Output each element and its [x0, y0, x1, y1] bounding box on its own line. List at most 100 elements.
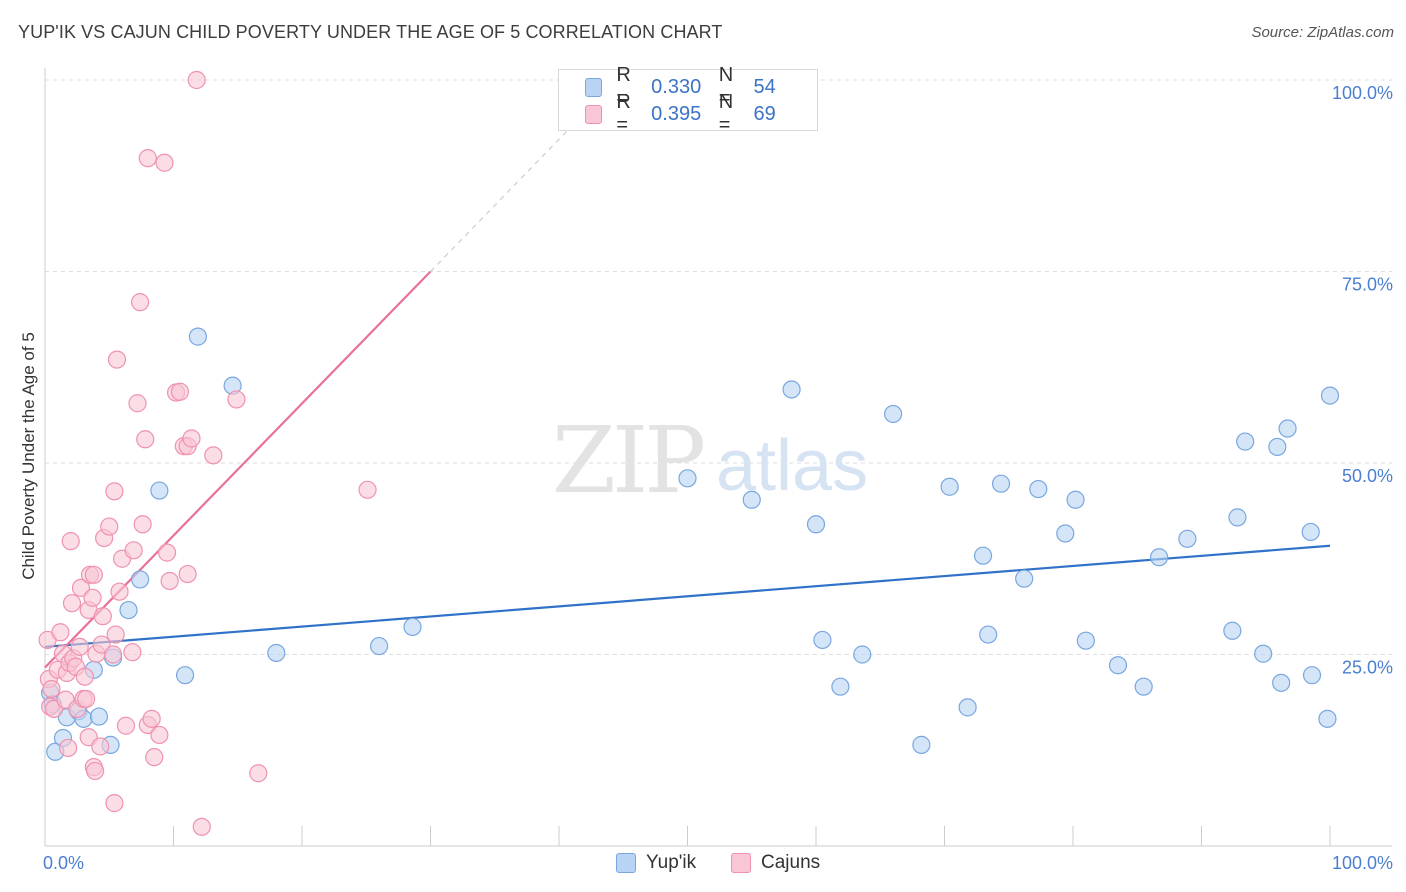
data-point-cajun: [105, 482, 124, 501]
y-tick-label: 75.0%: [1342, 275, 1393, 295]
data-point-cajun: [42, 679, 61, 699]
data-point-yupik: [883, 404, 903, 424]
data-point-yupik: [1228, 508, 1247, 527]
data-point-yupik: [1134, 677, 1153, 696]
data-point-yupik: [1178, 529, 1197, 548]
data-point-yupik: [1015, 569, 1034, 588]
axes: [44, 68, 1392, 847]
legend-n-value: 69: [753, 102, 776, 125]
data-point-cajun: [59, 738, 78, 758]
data-point-yupik: [853, 645, 872, 664]
data-point-yupik: [806, 515, 826, 534]
legend-n-value: 54: [753, 75, 776, 98]
data-point-cajun: [100, 517, 119, 536]
watermark-zip: ZIP: [552, 407, 703, 514]
data-point-yupik: [1278, 419, 1297, 438]
data-point-yupik: [973, 546, 993, 565]
data-point-yupik: [1272, 673, 1291, 692]
legend-swatch-cajun: [585, 104, 603, 124]
series-name-yupik: Yup'ik: [646, 852, 697, 873]
data-point-cajun: [170, 382, 190, 401]
y-axis-label: Child Poverty Under the Age of 5: [19, 332, 38, 580]
data-point-yupik: [1056, 524, 1075, 543]
data-points: [38, 70, 1340, 836]
data-point-yupik: [940, 477, 959, 496]
data-point-cajun: [128, 394, 147, 413]
data-point-yupik: [958, 698, 977, 717]
legend-r-value: 0.330: [651, 75, 702, 98]
data-point-cajun: [107, 350, 127, 369]
data-point-cajun: [204, 446, 223, 465]
data-point-yupik: [742, 490, 761, 509]
data-point-yupik: [89, 707, 109, 726]
data-point-yupik: [175, 666, 195, 685]
data-point-cajun: [142, 709, 161, 728]
y-tick-label: 100.0%: [1332, 83, 1393, 103]
legend-row-cajun: R = 0.395 N = 69: [585, 91, 817, 136]
data-point-yupik: [1268, 437, 1287, 457]
data-point-cajun: [187, 70, 206, 90]
series-name-cajun: Cajuns: [761, 852, 821, 873]
data-point-cajun: [86, 761, 105, 781]
data-point-yupik: [1066, 490, 1085, 509]
data-point-cajun: [133, 515, 152, 534]
data-point-cajun: [136, 430, 155, 449]
data-point-cajun: [93, 607, 112, 626]
grid-lines: [45, 79, 1392, 655]
data-point-cajun: [106, 625, 125, 644]
data-point-yupik: [130, 570, 150, 589]
data-point-yupik: [1302, 666, 1322, 685]
data-point-yupik: [1320, 386, 1340, 405]
watermark: ZIP atlas: [552, 407, 868, 514]
y-tick-label: 25.0%: [1342, 658, 1393, 678]
data-point-yupik: [1223, 621, 1242, 640]
data-point-cajun: [160, 571, 179, 591]
data-point-cajun: [71, 578, 91, 597]
data-point-cajun: [249, 764, 268, 783]
data-point-yupik: [979, 625, 998, 644]
data-point-cajun: [124, 541, 143, 560]
data-point-cajun: [358, 480, 377, 499]
data-point-yupik: [403, 617, 422, 637]
data-point-cajun: [178, 564, 197, 584]
data-point-yupik: [370, 636, 389, 656]
data-point-yupik: [267, 643, 286, 663]
data-point-yupik: [1029, 479, 1048, 499]
correlation-legend: R = 0.330 N = 54 R = 0.395 N = 69: [558, 64, 818, 136]
data-point-yupik: [1076, 631, 1095, 650]
series-swatch-cajun: [731, 853, 751, 873]
data-point-yupik: [1149, 548, 1169, 567]
data-point-yupik: [991, 474, 1011, 493]
data-point-cajun: [91, 737, 110, 756]
data-point-cajun: [150, 725, 169, 745]
data-point-yupik: [782, 380, 801, 399]
data-point-yupik: [1236, 432, 1255, 451]
data-point-yupik: [119, 600, 138, 620]
data-point-cajun: [61, 532, 80, 551]
data-point-cajun: [116, 716, 136, 735]
data-point-yupik: [813, 630, 832, 650]
data-point-cajun: [157, 543, 177, 562]
source-credit: Source: ZipAtlas.com: [1251, 24, 1394, 41]
trend-line-yupik: [44, 544, 1331, 648]
trend-lines: [44, 121, 1331, 669]
x-tick-label: 100.0%: [1332, 853, 1393, 873]
data-point-cajun: [51, 623, 70, 642]
data-point-cajun: [110, 582, 129, 601]
series-legend-cajun: Cajuns: [731, 852, 820, 874]
data-point-yupik: [188, 327, 208, 346]
data-point-yupik: [1318, 709, 1337, 728]
legend-r-value: 0.395: [651, 102, 702, 125]
data-point-yupik: [1254, 644, 1273, 663]
legend-swatch-yupik: [585, 77, 603, 97]
data-point-cajun: [70, 637, 89, 656]
data-point-yupik: [1108, 656, 1128, 675]
data-point-cajun: [227, 390, 246, 409]
data-point-yupik: [831, 677, 850, 696]
legend-n-label: N =: [718, 64, 734, 109]
data-point-yupik: [150, 481, 169, 500]
data-point-yupik: [912, 735, 931, 754]
data-point-cajun: [84, 565, 103, 584]
data-point-cajun: [83, 588, 102, 607]
